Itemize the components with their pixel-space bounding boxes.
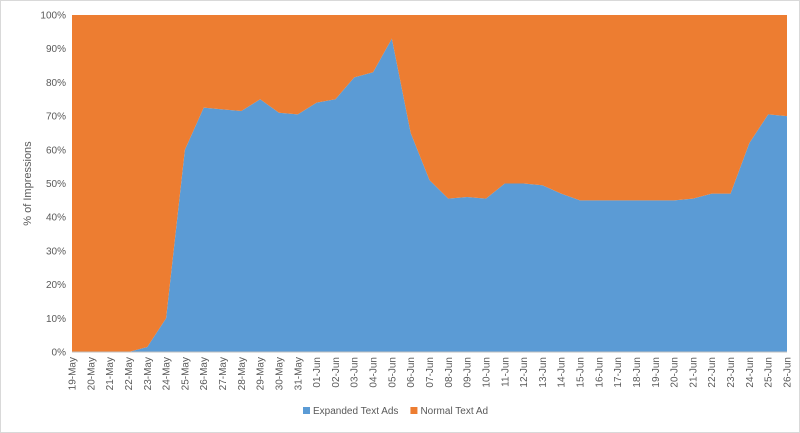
x-tick-label: 20-Jun [670, 357, 681, 388]
x-tick-label: 20-May [86, 357, 97, 390]
y-tick-label: 20% [46, 280, 66, 291]
x-tick-label: 29-May [256, 357, 267, 390]
y-tick-label: 10% [46, 314, 66, 325]
area-series-1 [72, 15, 787, 352]
x-tick-label: 09-Jun [463, 357, 474, 388]
x-tick-label: 22-May [124, 357, 135, 390]
x-tick-label: 23-Jun [726, 357, 737, 388]
x-tick-label: 16-Jun [594, 357, 605, 388]
x-tick-label: 24-May [162, 357, 173, 390]
y-tick-label: 90% [46, 44, 66, 55]
x-tick-label: 24-Jun [745, 357, 756, 388]
x-tick-label: 21-May [105, 357, 116, 390]
y-tick-labels: 0% 10% 20% 30% 40% 50% 60% 70% 80% 90% 100% [40, 11, 66, 359]
x-tick-label: 27-May [218, 357, 229, 390]
x-tick-label: 04-Jun [369, 357, 380, 388]
y-tick-label: 40% [46, 213, 66, 224]
x-tick-label: 26-Jun [783, 357, 794, 388]
areas-layer [72, 15, 787, 353]
x-tick-labels: 19-May 20-May 21-May 22-May 23-May 24-May 25-M… [68, 357, 794, 390]
x-tick-label: 31-May [293, 357, 304, 390]
y-axis-title: % of Impressions [22, 141, 34, 226]
x-tick-label: 19-Jun [651, 357, 662, 388]
legend-swatch [410, 407, 418, 414]
legend-item-1: Normal Text Ad [410, 406, 488, 417]
x-tick-label: 10-Jun [481, 357, 492, 388]
y-tick-label: 50% [46, 179, 66, 190]
area-series-0 [72, 38, 787, 353]
y-tick-label: 100% [40, 11, 66, 22]
x-tick-label: 21-Jun [688, 357, 699, 388]
x-tick-label: 28-May [237, 357, 248, 390]
y-tick-label: 70% [46, 112, 66, 123]
x-tick-label: 06-Jun [406, 357, 417, 388]
x-tick-label: 03-Jun [350, 357, 361, 388]
y-tick-label: 0% [52, 348, 67, 359]
x-tick-label: 13-Jun [538, 357, 549, 388]
legend-label: Normal Text Ad [420, 406, 488, 417]
x-tick-label: 08-Jun [444, 357, 455, 388]
x-tick-label: 23-May [143, 357, 154, 390]
y-tick-label: 80% [46, 78, 66, 89]
x-tick-label: 19-May [68, 357, 79, 390]
x-tick-label: 05-Jun [387, 357, 398, 388]
y-tick-label: 30% [46, 246, 66, 257]
x-tick-label: 02-Jun [331, 357, 342, 388]
legend-swatch [303, 407, 310, 414]
legend-item-0: Expanded Text Ads [303, 406, 398, 417]
x-tick-label: 15-Jun [576, 357, 587, 388]
legend-label: Expanded Text Ads [313, 406, 398, 417]
legend: Expanded Text Ads Normal Text Ad [303, 406, 488, 417]
x-tick-label: 01-Jun [312, 357, 323, 388]
x-tick-label: 17-Jun [613, 357, 624, 388]
x-tick-label: 30-May [274, 357, 285, 390]
x-tick-label: 12-Jun [519, 357, 530, 388]
x-tick-label: 25-Jun [764, 357, 775, 388]
x-tick-label: 11-Jun [500, 357, 511, 387]
x-tick-label: 25-May [180, 357, 191, 390]
x-tick-label: 14-Jun [557, 357, 568, 388]
x-tick-label: 18-Jun [632, 357, 643, 388]
x-tick-label: 22-Jun [707, 357, 718, 388]
x-tick-label: 26-May [199, 357, 210, 390]
x-tick-label: 07-Jun [425, 357, 436, 388]
y-tick-label: 60% [46, 145, 66, 156]
